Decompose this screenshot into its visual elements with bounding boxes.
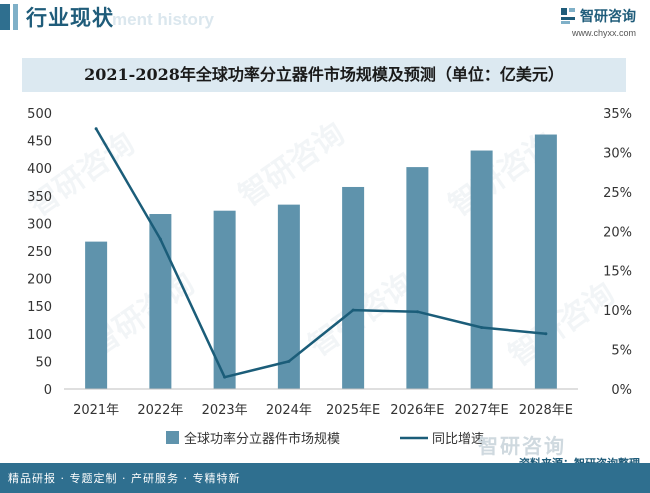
growth-point [415,310,419,314]
left-tick-label: 350 [27,190,52,205]
brand-url: www.chyxx.com [571,28,636,38]
left-tick-label: 100 [27,328,52,343]
x-tick-label: 2026年E [390,403,444,418]
chart-title-band: 2021-2028年全球功率分立器件市场规模及预测（单位：亿美元） [22,58,626,92]
growth-line [95,128,546,379]
left-axis: 0 50 100 150 200 250 300 350 400 450 500 [27,107,52,398]
legend: 全球功率分立器件市场规模 同比增速 [166,431,484,447]
chart: 0 50 100 150 200 250 300 350 400 450 500 0% 5% 10% 15… [27,107,632,447]
legend-bar-swatch [166,431,179,444]
x-tick-label: 2028年E [519,403,573,418]
left-tick-label: 400 [27,162,52,177]
growth-point [223,375,227,379]
growth-point [94,127,98,131]
right-tick-label: 5% [611,344,632,359]
left-tick-label: 50 [35,355,52,370]
header-accent-bar [0,4,10,30]
legend-bar-label: 全球功率分立器件市场规模 [184,431,340,447]
section-title: 行业现状 [26,6,114,30]
right-tick-label: 30% [603,146,632,161]
left-tick-label: 0 [44,383,52,398]
brand-name: 智研咨询 [580,9,636,25]
brand: 智研咨询 [560,6,636,26]
x-axis: 2021年 2022年 2023年 2024年 2025年E 2026年E 2027年E 20… [73,403,573,418]
left-tick-label: 150 [27,300,52,315]
growth-point [287,359,291,363]
bar [277,204,300,389]
x-tick-label: 2024年 [266,403,312,418]
bar-series [85,134,557,389]
x-tick-label: 2022年 [137,403,183,418]
right-tick-label: 0% [611,383,632,398]
source-brand-logo: 智研咨询 [478,434,566,458]
legend-line-label: 同比增速 [432,432,484,447]
x-tick-label: 2025年E [326,403,380,418]
left-tick-label: 200 [27,273,52,288]
footer-tagline: 精品研报 · 专题定制 · 产研服务 · 专精特新 [8,472,241,485]
left-tick-label: 500 [27,107,52,122]
chart-title: 2021-2028年全球功率分立器件市场规模及预测（单位：亿美元） [84,65,564,84]
bar [85,241,108,389]
left-tick-label: 250 [27,245,52,260]
x-tick-label: 2021年 [73,403,119,418]
x-tick-label: 2027年E [454,403,508,418]
right-tick-label: 25% [603,186,632,201]
right-tick-label: 10% [603,304,632,319]
brand-logo-icon [561,8,575,24]
growth-point [351,308,355,312]
line-series [94,127,548,379]
bar [342,186,365,389]
growth-point [480,325,484,329]
left-tick-label: 300 [27,217,52,232]
footer-bar: 精品研报 · 专题定制 · 产研服务 · 专精特新 [0,463,650,493]
right-axis: 0% 5% 10% 15% 20% 25% 30% 35% [603,107,632,398]
bar [406,167,429,389]
growth-point [158,237,162,241]
header-accent-bar-light [13,4,18,30]
right-tick-label: 15% [603,265,632,280]
bar [213,210,236,389]
section-header: ment history 行业现状 智研咨询 www.chyxx.com [0,0,650,42]
right-tick-label: 20% [603,225,632,240]
bar [470,150,493,389]
section-ghost-text: ment history [112,10,215,29]
bar [149,214,172,389]
bar [534,134,557,389]
left-tick-label: 450 [27,135,52,150]
x-tick-label: 2023年 [202,403,248,418]
growth-point [544,332,548,336]
right-tick-label: 35% [603,107,632,122]
